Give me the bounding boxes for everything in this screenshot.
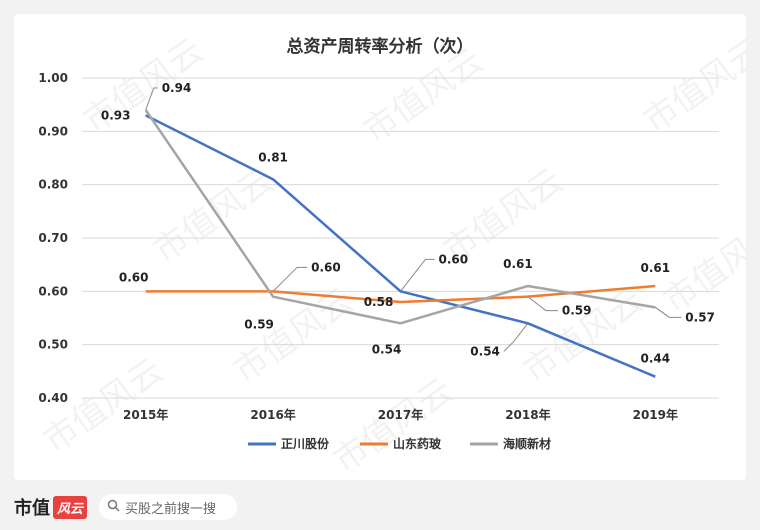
label-leader-line — [655, 306, 682, 318]
series-line — [144, 109, 656, 325]
data-label: 0.54 — [470, 344, 500, 358]
data-label: 0.81 — [258, 150, 288, 164]
label-leader-line — [527, 296, 558, 312]
x-tick-label: 2017年 — [378, 407, 423, 422]
data-labels: 0.93 0.81 0.60 0.54 0.44 0.60 0.60 0.58 0.59 0.61… — [101, 81, 715, 366]
label-leader-line — [503, 323, 529, 352]
x-tick-label: 2016年 — [250, 407, 295, 422]
brand-text: 市值 — [14, 498, 50, 519]
label-leader-line — [145, 87, 158, 111]
data-label: 0.60 — [439, 252, 469, 266]
y-tick-label: 0.40 — [38, 391, 68, 405]
label-leader-line — [400, 258, 435, 292]
search-placeholder: 买股之前搜一搜 — [125, 501, 217, 517]
data-label: 0.54 — [372, 342, 402, 356]
y-tick-label: 0.80 — [38, 178, 68, 192]
data-label: 0.61 — [503, 257, 533, 271]
search-box[interactable]: 买股之前搜一搜 — [99, 494, 238, 520]
data-label: 0.59 — [562, 304, 592, 318]
watermark-text: 市值风云 — [146, 161, 280, 272]
y-axis: 0.40 0.50 0.60 0.70 0.80 0.90 1.00 — [38, 71, 68, 405]
data-label: 0.94 — [162, 81, 192, 95]
label-leader-lines — [145, 87, 682, 352]
chart-title: 总资产周转率分析（次） — [287, 36, 474, 57]
x-tick-label: 2019年 — [633, 407, 678, 422]
y-tick-label: 0.70 — [38, 231, 68, 245]
data-label: 0.57 — [685, 310, 715, 324]
brand-badge: 风云 — [53, 495, 88, 519]
x-tick-label: 2015年 — [123, 407, 168, 422]
watermark-text: 市值风云 — [636, 31, 746, 142]
data-label: 0.61 — [640, 261, 670, 275]
data-label: 0.60 — [119, 270, 149, 284]
series-line — [145, 114, 656, 378]
watermark-text: 市值风云 — [516, 281, 650, 392]
brand-logo: 市值 风云 — [14, 494, 88, 520]
legend-label: 山东药玻 — [393, 436, 442, 451]
y-tick-label: 1.00 — [38, 71, 68, 85]
x-tick-label: 2018年 — [505, 407, 550, 422]
legend-label: 海顺新材 — [503, 436, 551, 451]
y-tick-label: 0.90 — [38, 124, 68, 138]
legend-label: 正川股份 — [281, 436, 330, 451]
watermark-text: 市值风云 — [356, 41, 490, 152]
legend: 正川股份 山东药玻 海顺新材 — [248, 436, 551, 451]
data-label: 0.93 — [101, 108, 131, 122]
data-label: 0.60 — [311, 260, 341, 274]
data-label: 0.58 — [364, 295, 394, 309]
data-label: 0.44 — [640, 352, 670, 366]
series-lines — [144, 109, 656, 378]
footer-bar: 市值 风云 买股之前搜一搜 — [0, 484, 760, 530]
y-tick-label: 0.60 — [38, 284, 68, 298]
label-leader-line — [272, 266, 308, 292]
search-icon — [107, 499, 120, 516]
watermark-text: 市值风云 — [326, 371, 460, 480]
x-axis: 2015年 2016年 2017年 2018年 2019年 — [123, 407, 678, 422]
watermark-text: 市值风云 — [36, 351, 170, 462]
data-label: 0.59 — [244, 318, 274, 332]
chart-card: 市值风云 市值风云 市值风云 市值风云 市值风云 市值风云 市值风云 市值风云 市值风云 市值风云… — [14, 14, 746, 480]
y-tick-label: 0.50 — [38, 338, 68, 352]
